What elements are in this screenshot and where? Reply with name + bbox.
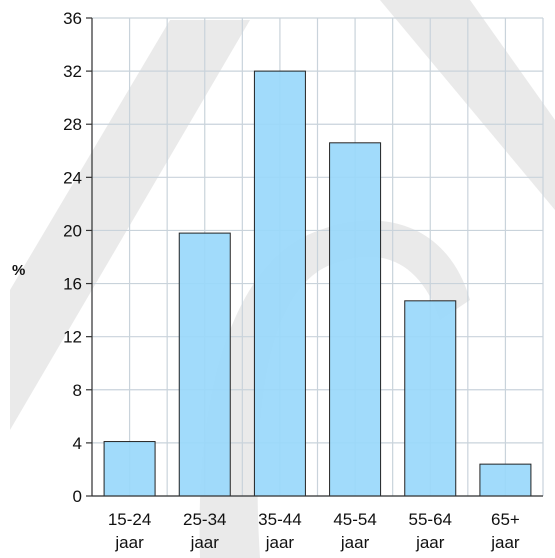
x-category-label: 55-64	[409, 510, 452, 529]
axes	[86, 17, 543, 497]
y-tick-label: 16	[63, 275, 82, 294]
y-tick-label: 8	[73, 381, 82, 400]
x-category-label: jaar	[265, 533, 295, 552]
bar-35-44	[253, 70, 306, 497]
bar-15-24	[103, 441, 156, 497]
x-category-label: jaar	[415, 533, 445, 552]
x-category-label: jaar	[190, 533, 220, 552]
x-category-label: jaar	[490, 533, 520, 552]
y-tick-label: 20	[63, 221, 82, 240]
bar-25-34	[178, 232, 231, 497]
y-tick-label: 28	[63, 115, 82, 134]
y-axis-label: %	[12, 262, 25, 279]
x-category-label: 35-44	[258, 510, 301, 529]
bar-65plus	[479, 463, 532, 497]
y-tick-label: 12	[63, 328, 82, 347]
y-tick-label: 24	[63, 168, 82, 187]
x-category-label: 25-34	[183, 510, 226, 529]
x-category-label: jaar	[114, 533, 144, 552]
x-category-label: jaar	[340, 533, 370, 552]
y-tick-label: 0	[73, 487, 82, 506]
y-tick-label: 4	[73, 434, 82, 453]
x-category-label: 45-54	[333, 510, 376, 529]
x-category-labels: 15-24 jaar 25-34 jaar 35-44 jaar 45-54 jaar 55-6…	[108, 510, 520, 552]
y-tick-label: 36	[63, 9, 82, 28]
y-tick-label: 32	[63, 62, 82, 81]
x-category-label: 15-24	[108, 510, 151, 529]
bar-45-54	[329, 142, 382, 497]
bars-group	[103, 70, 532, 497]
bar-55-64	[404, 300, 457, 497]
y-tick-labels: 0 4 8 12 16 20 24 28 32 36	[63, 9, 82, 506]
x-category-label: 65+	[491, 510, 520, 529]
